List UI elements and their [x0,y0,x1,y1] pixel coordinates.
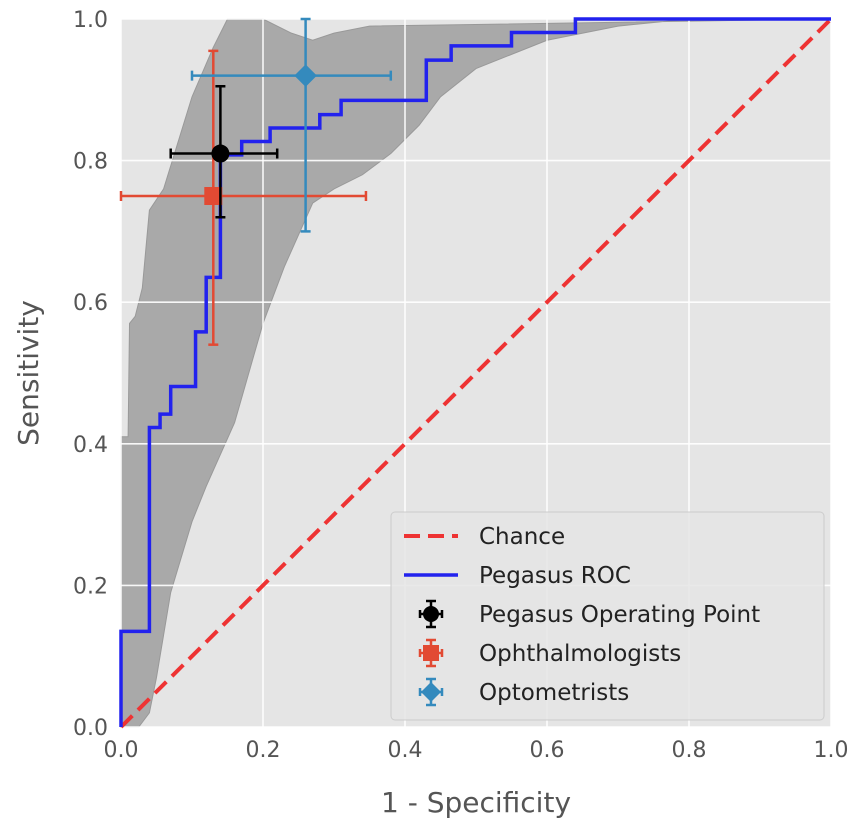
legend-label: Optometrists [479,680,629,706]
optometrists-point-group [190,17,393,233]
legend-box [390,511,825,721]
legend-label: Pegasus Operating Point [479,602,760,628]
legend: Chance Pegasus ROC Pegasus Operating Point… [390,511,825,721]
tick-labels: 0.0 0.2 0.4 0.6 0.8 1.0 0.0 0.2 0.4 0.6 0.8 1.0 [73,8,849,763]
x-tick-label: 0.4 [388,738,423,763]
x-tick-label: 0.2 [246,738,281,763]
y-tick-label: 0.2 [73,574,108,599]
legend-handle-optometrists-point-marker [421,682,441,702]
ophthalmologists-point-marker [204,187,223,205]
x-tick-label: 1.0 [814,738,849,763]
x-tick-label: 0.0 [104,738,139,763]
x-axis-label: 1 - Specificity [381,786,571,819]
y-tick-label: 0.8 [73,150,108,175]
legend-label: Pegasus ROC [479,563,631,589]
operating-point-marker [211,144,230,163]
legend-handle-ophthalmologists-point-marker [423,645,439,661]
ophthalmologists-point-group [119,49,368,346]
y-axis-label: Sensitivity [12,300,45,446]
legend-label: Chance [479,524,565,550]
y-tick-label: 0.4 [73,433,108,458]
y-tick-label: 0.6 [73,291,108,316]
x-tick-label: 0.8 [672,738,707,763]
y-tick-label: 0.0 [73,716,108,741]
roc-curve [119,17,831,727]
optometrists-point-marker [294,64,317,87]
legend-handle-operating-point-marker [423,606,439,622]
operating-point-group [169,85,279,219]
x-tick-label: 0.6 [530,738,565,763]
legend-label: Ophthalmologists [479,641,681,667]
y-tick-label: 1.0 [73,8,108,33]
